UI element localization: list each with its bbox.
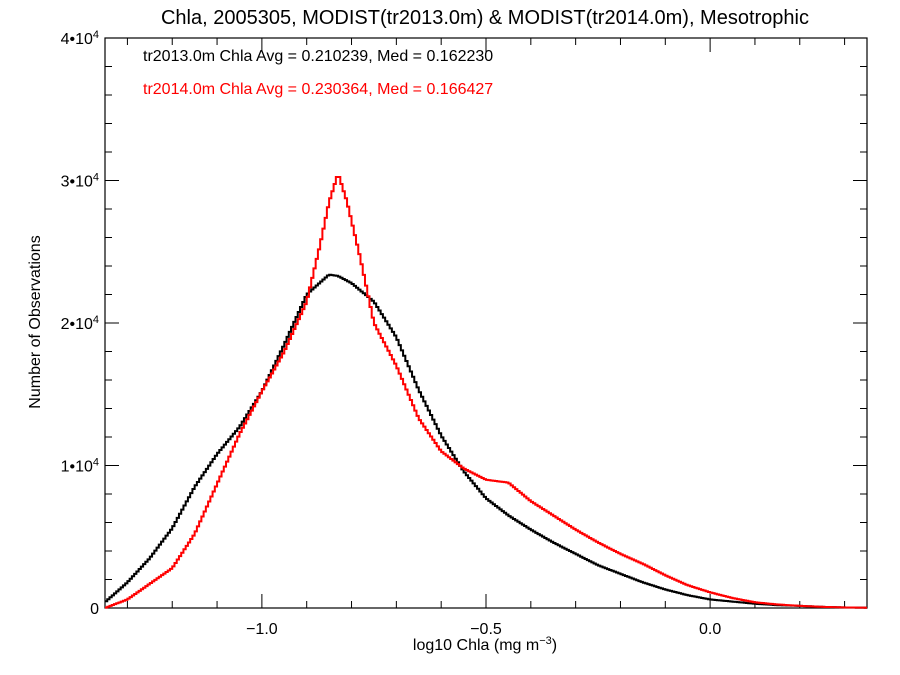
- legend-entry-tr2013: tr2013.0m Chla Avg = 0.210239, Med = 0.1…: [143, 48, 493, 65]
- chart-title: Chla, 2005305, MODIST(tr2013.0m) & MODIS…: [161, 7, 809, 29]
- y-tick-label: 1•104: [61, 457, 99, 476]
- y-tick-label-sup: 4: [93, 314, 99, 326]
- y-tick-label-sup: 4: [93, 457, 99, 469]
- x-axis: −1.0 −0.5 0.0: [126, 38, 846, 638]
- x-axis-label-sup: −3: [539, 635, 552, 647]
- y-tick-label-base: 4•10: [61, 31, 93, 48]
- y-tick-label: 2•104: [61, 314, 99, 333]
- legend-entry-tr2014: tr2014.0m Chla Avg = 0.230364, Med = 0.1…: [143, 81, 493, 98]
- y-tick-label-base: 3•10: [61, 174, 93, 191]
- y-tick-label-base: 0: [90, 601, 99, 618]
- y-tick-label-base: 2•10: [61, 316, 93, 333]
- y-tick-label: 4•104: [61, 29, 99, 48]
- y-tick-label: 0: [90, 601, 99, 618]
- x-tick-label: −1.0: [246, 621, 278, 638]
- x-axis-label-end: ): [552, 637, 557, 654]
- y-axis-label: Number of Observations: [27, 235, 44, 408]
- series-line-tr2013: [105, 273, 867, 609]
- y-tick-label-sup: 4: [93, 29, 99, 41]
- x-axis-label: log10 Chla (mg m−3): [413, 635, 557, 654]
- y-tick-label-base: 1•10: [61, 459, 93, 476]
- plot-frame: [104, 37, 868, 609]
- x-tick-label: −0.5: [470, 621, 502, 638]
- x-tick-label: 0.0: [699, 621, 721, 638]
- series-layer: [105, 175, 867, 609]
- x-axis-label-base: log10 Chla (mg m: [413, 637, 539, 654]
- y-tick-label: 3•104: [61, 172, 99, 191]
- series-line-tr2014: [105, 175, 867, 609]
- y-tick-label-sup: 4: [93, 172, 99, 184]
